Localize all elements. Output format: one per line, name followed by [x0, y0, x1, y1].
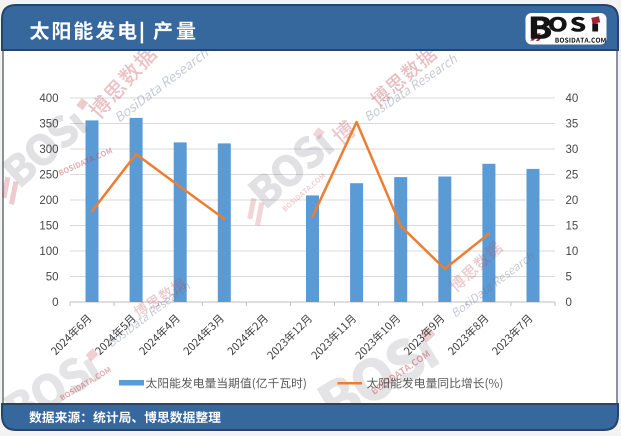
svg-text:400: 400: [39, 93, 58, 105]
svg-text:40: 40: [566, 93, 579, 105]
svg-text:350: 350: [39, 119, 58, 131]
svg-text:25: 25: [566, 170, 579, 182]
svg-text:15: 15: [566, 221, 579, 233]
svg-text:30: 30: [566, 144, 579, 156]
svg-text:300: 300: [39, 144, 58, 156]
svg-text:0: 0: [52, 297, 58, 309]
svg-text:250: 250: [39, 170, 58, 182]
svg-text:35: 35: [566, 119, 579, 131]
svg-text:5: 5: [566, 272, 572, 284]
svg-text:0: 0: [566, 297, 572, 309]
svg-text:100: 100: [39, 246, 58, 258]
svg-text:50: 50: [46, 272, 59, 284]
svg-text:150: 150: [39, 221, 58, 233]
svg-text:200: 200: [39, 195, 58, 207]
svg-text:10: 10: [566, 246, 579, 258]
svg-text:20: 20: [566, 195, 579, 207]
